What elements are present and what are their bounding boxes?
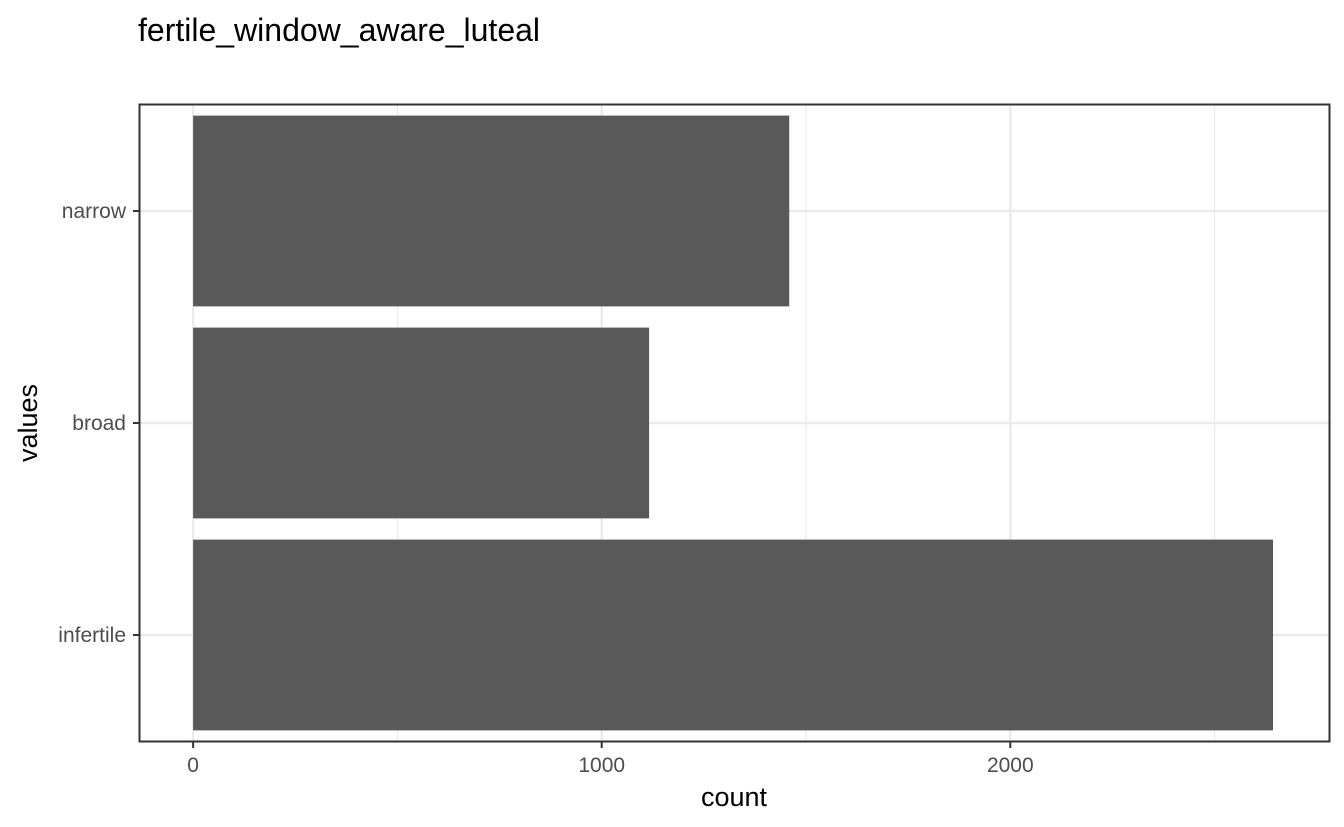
x-tick-label: 0 xyxy=(187,754,199,777)
y-tick-label: infertile xyxy=(58,624,126,647)
bars xyxy=(193,115,1274,731)
chart-title: fertile_window_aware_luteal xyxy=(138,12,540,48)
x-axis-title: count xyxy=(701,782,768,812)
x-tick-label: 2000 xyxy=(987,754,1034,777)
y-axis: infertile broad narrow xyxy=(58,200,140,647)
bar-infertile xyxy=(193,539,1274,731)
y-tick-label: broad xyxy=(72,412,126,435)
x-axis: 0 1000 2000 xyxy=(187,741,1034,777)
bar-broad xyxy=(193,327,650,519)
y-axis-title: values xyxy=(13,384,43,462)
x-tick-label: 1000 xyxy=(578,754,625,777)
y-tick-label: narrow xyxy=(62,200,127,223)
bar-narrow xyxy=(193,115,790,307)
